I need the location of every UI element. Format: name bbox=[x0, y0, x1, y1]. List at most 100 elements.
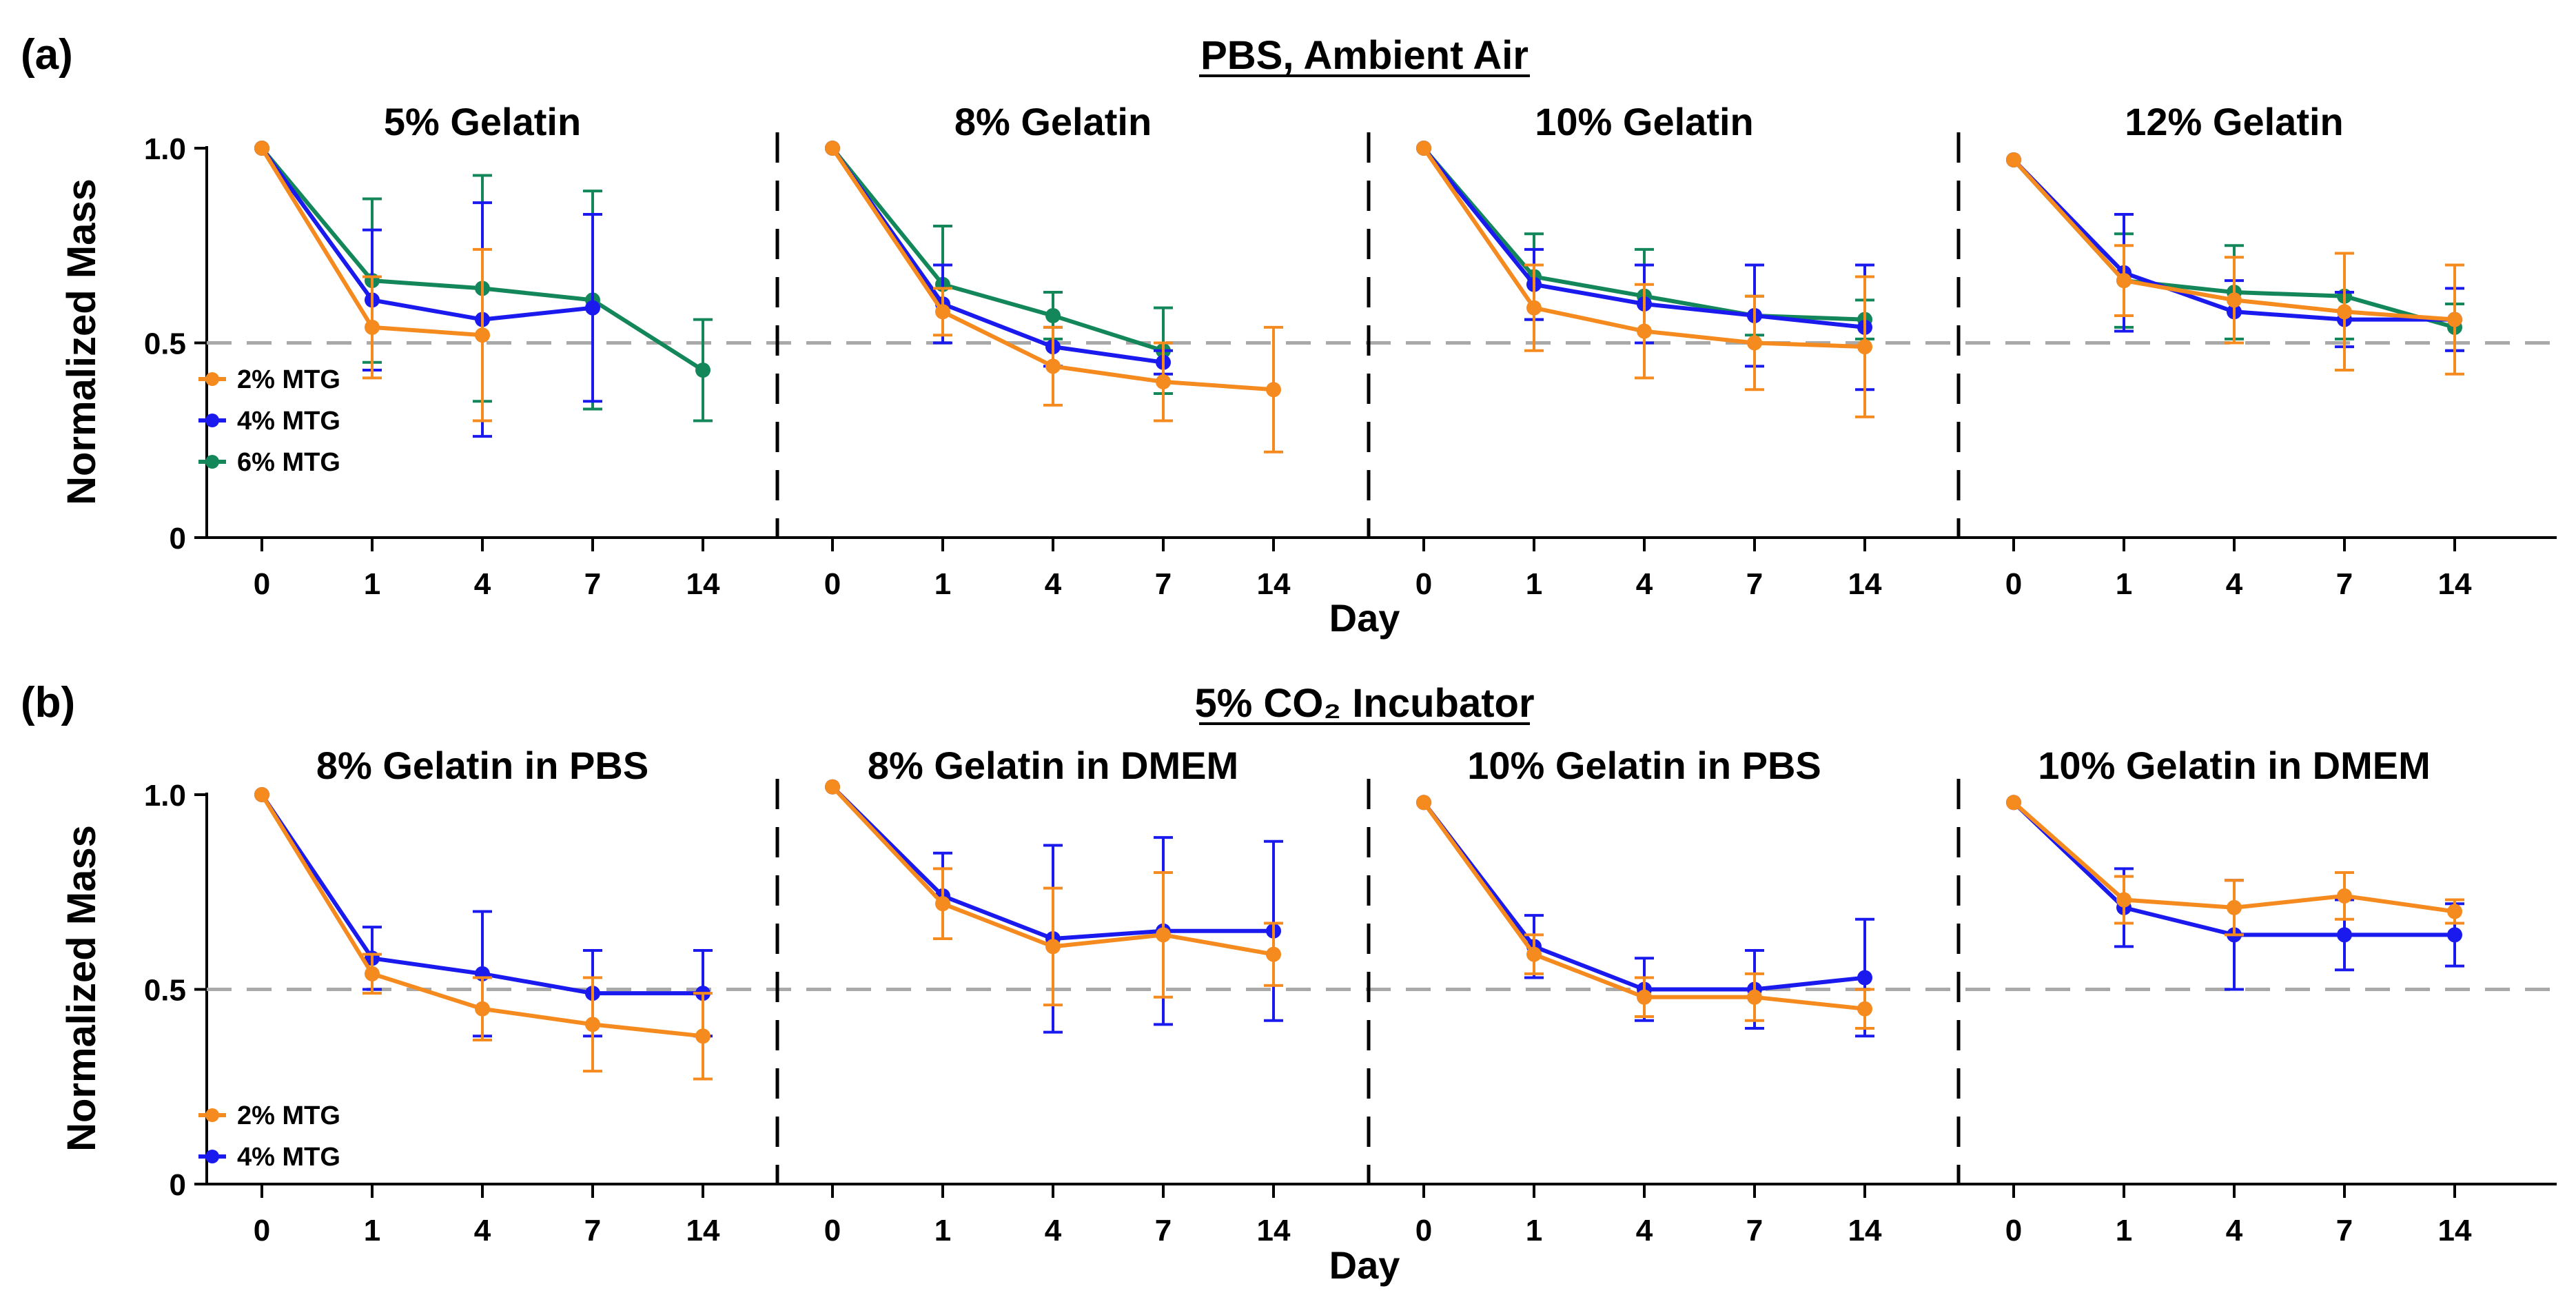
data-point bbox=[1857, 339, 1872, 355]
data-point bbox=[2227, 899, 2242, 915]
data-point bbox=[1156, 927, 1171, 943]
data-point bbox=[1637, 989, 1652, 1005]
x-tick-label: 1 bbox=[1526, 1214, 1542, 1247]
x-tick-label: 1 bbox=[934, 1214, 951, 1247]
data-point bbox=[2337, 888, 2352, 904]
legend-marker bbox=[205, 1108, 219, 1122]
x-tick-label: 1 bbox=[2116, 567, 2132, 601]
data-point bbox=[2006, 795, 2021, 811]
panel-title: 8% Gelatin in DMEM bbox=[868, 744, 1238, 787]
x-tick-label: 0 bbox=[824, 567, 841, 601]
x-tick-label: 7 bbox=[1746, 567, 1763, 601]
x-tick-label: 1 bbox=[2116, 1214, 2132, 1247]
data-point bbox=[1045, 307, 1061, 323]
legend-marker bbox=[205, 414, 219, 427]
data-point bbox=[585, 300, 600, 316]
data-point bbox=[2447, 904, 2462, 919]
data-point bbox=[1637, 323, 1652, 339]
x-tick-label: 1 bbox=[934, 567, 951, 601]
data-point bbox=[254, 787, 269, 802]
legend-label: 4% MTG bbox=[237, 407, 340, 436]
data-point bbox=[2447, 927, 2462, 943]
legend-marker bbox=[205, 372, 219, 386]
panel-title: 12% Gelatin bbox=[2125, 100, 2343, 143]
x-tick-label: 7 bbox=[1155, 567, 1172, 601]
y-tick-label: 0 bbox=[170, 1168, 186, 1202]
x-tick-label: 4 bbox=[474, 1214, 491, 1247]
x-tick-label: 1 bbox=[364, 1214, 380, 1247]
x-tick-label: 0 bbox=[1415, 1214, 1432, 1247]
data-point bbox=[475, 1001, 490, 1017]
series-line bbox=[260, 147, 593, 322]
x-tick-label: 14 bbox=[1257, 567, 1291, 601]
x-tick-label: 4 bbox=[1045, 1214, 1062, 1247]
panel-title: 8% Gelatin bbox=[954, 100, 1152, 143]
legend-label: 2% MTG bbox=[237, 1101, 340, 1130]
x-tick-label: 0 bbox=[254, 1214, 270, 1247]
y-tick-label: 1.0 bbox=[144, 779, 186, 813]
row-title: 5% CO₂ Incubator bbox=[1194, 681, 1534, 726]
series-line bbox=[830, 147, 1164, 365]
legend-label: 4% MTG bbox=[237, 1143, 340, 1172]
data-point bbox=[1857, 970, 1872, 986]
series-line bbox=[830, 147, 1164, 353]
x-axis-label: Day bbox=[1329, 596, 1400, 640]
data-point bbox=[935, 896, 950, 912]
x-tick-label: 4 bbox=[2226, 567, 2243, 601]
x-tick-label: 7 bbox=[584, 1214, 601, 1247]
data-point bbox=[365, 966, 380, 981]
x-tick-label: 14 bbox=[1848, 567, 1882, 601]
data-point bbox=[1857, 1001, 1872, 1017]
x-tick-label: 4 bbox=[2226, 1214, 2243, 1247]
x-tick-label: 14 bbox=[686, 567, 720, 601]
data-point bbox=[1045, 358, 1061, 374]
x-tick-label: 14 bbox=[1848, 1214, 1882, 1247]
y-axis-label: Normalized Mass bbox=[59, 179, 104, 505]
y-tick-label: 1.0 bbox=[144, 132, 186, 166]
x-tick-label: 7 bbox=[1746, 1214, 1763, 1247]
panel-title: 10% Gelatin bbox=[1535, 100, 1753, 143]
data-point bbox=[365, 319, 380, 335]
data-point bbox=[695, 1028, 711, 1044]
data-point bbox=[825, 141, 840, 156]
data-point bbox=[2116, 892, 2132, 908]
legend-marker bbox=[205, 1150, 219, 1163]
x-tick-label: 4 bbox=[1045, 567, 1062, 601]
data-point bbox=[1045, 939, 1061, 955]
legend-marker bbox=[205, 455, 219, 469]
data-point bbox=[585, 1017, 600, 1032]
data-point bbox=[2116, 273, 2132, 289]
data-point bbox=[2337, 927, 2352, 943]
data-point bbox=[695, 363, 711, 378]
y-tick-label: 0 bbox=[170, 522, 186, 556]
data-point bbox=[1266, 382, 1281, 398]
row-label: (a) bbox=[21, 31, 73, 79]
x-tick-label: 4 bbox=[474, 567, 491, 601]
x-tick-label: 1 bbox=[364, 567, 380, 601]
x-tick-label: 7 bbox=[2336, 1214, 2353, 1247]
row-title: PBS, Ambient Air bbox=[1200, 33, 1529, 78]
x-tick-label: 0 bbox=[824, 1214, 841, 1247]
data-point bbox=[2227, 292, 2242, 308]
y-tick-label: 0.5 bbox=[144, 974, 186, 1008]
x-tick-label: 4 bbox=[1636, 567, 1653, 601]
data-point bbox=[1266, 946, 1281, 962]
panel-title: 5% Gelatin bbox=[384, 100, 581, 143]
panel-title: 10% Gelatin in DMEM bbox=[2038, 744, 2430, 787]
x-tick-label: 0 bbox=[2005, 567, 2022, 601]
data-point bbox=[254, 141, 269, 156]
y-axis-label: Normalized Mass bbox=[59, 825, 104, 1152]
x-tick-label: 4 bbox=[1636, 1214, 1653, 1247]
legend-label: 2% MTG bbox=[237, 365, 340, 394]
data-point bbox=[475, 327, 490, 343]
data-point bbox=[935, 304, 950, 320]
data-point bbox=[2337, 304, 2352, 320]
data-point bbox=[1526, 946, 1542, 962]
x-axis-label: Day bbox=[1329, 1243, 1400, 1287]
data-point bbox=[1156, 374, 1171, 389]
y-tick-label: 0.5 bbox=[144, 327, 186, 361]
data-point bbox=[2006, 152, 2021, 167]
data-point bbox=[1416, 141, 1431, 156]
x-tick-label: 7 bbox=[584, 567, 601, 601]
